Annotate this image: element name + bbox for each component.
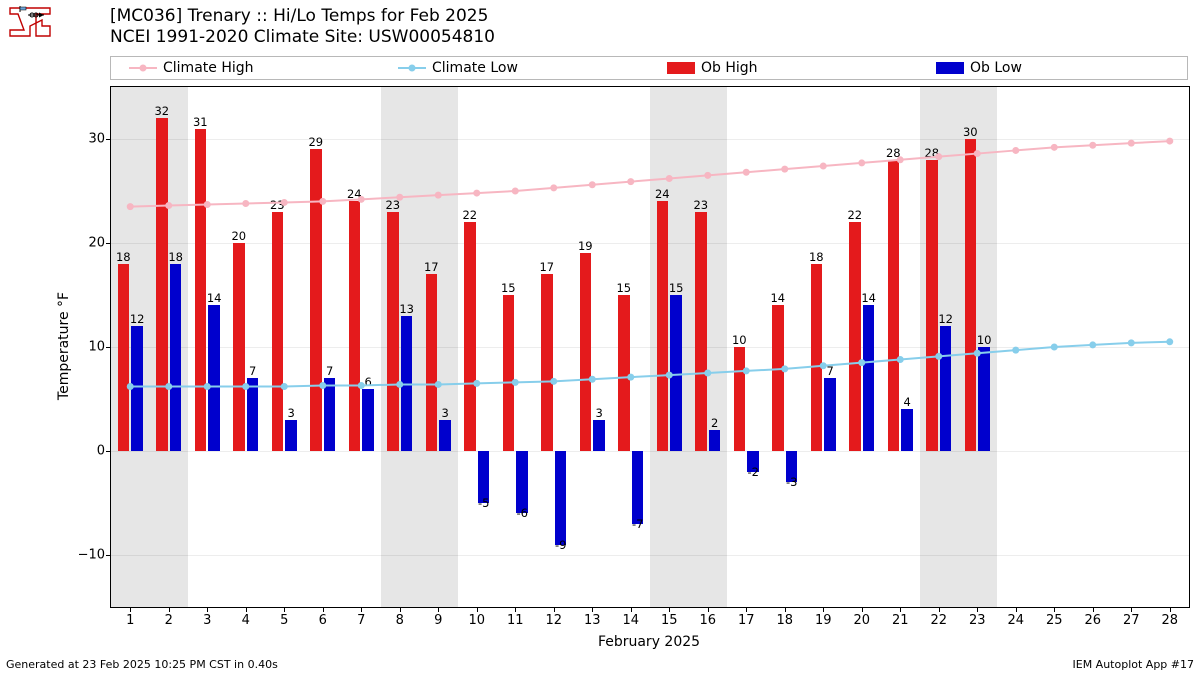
- title-line-2: NCEI 1991-2020 Climate Site: USW00054810: [110, 27, 495, 48]
- climate-low-line: [111, 87, 1189, 607]
- legend-ob-low: Ob Low: [918, 60, 1187, 76]
- title-line-1: [MC036] Trenary :: Hi/Lo Temps for Feb 2…: [110, 6, 495, 27]
- x-axis-label: February 2025: [598, 634, 700, 650]
- footer-generated: Generated at 23 Feb 2025 10:25 PM CST in…: [6, 658, 278, 671]
- legend-label: Climate Low: [432, 60, 518, 76]
- plot-area: −100102030123456789101112131415161718192…: [110, 86, 1190, 608]
- chart-title: [MC036] Trenary :: Hi/Lo Temps for Feb 2…: [110, 6, 495, 49]
- legend-label: Ob High: [701, 60, 758, 76]
- legend-label: Ob Low: [970, 60, 1022, 76]
- iem-logo: [6, 4, 54, 40]
- legend-climate-low: Climate Low: [380, 60, 649, 76]
- legend-ob-high: Ob High: [649, 60, 918, 76]
- legend-climate-high: Climate High: [111, 60, 380, 76]
- legend-label: Climate High: [163, 60, 254, 76]
- legend: Climate High Climate Low Ob High Ob Low: [110, 56, 1188, 80]
- y-axis-label: Temperature °F: [56, 292, 72, 400]
- footer-app: IEM Autoplot App #17: [1073, 658, 1195, 671]
